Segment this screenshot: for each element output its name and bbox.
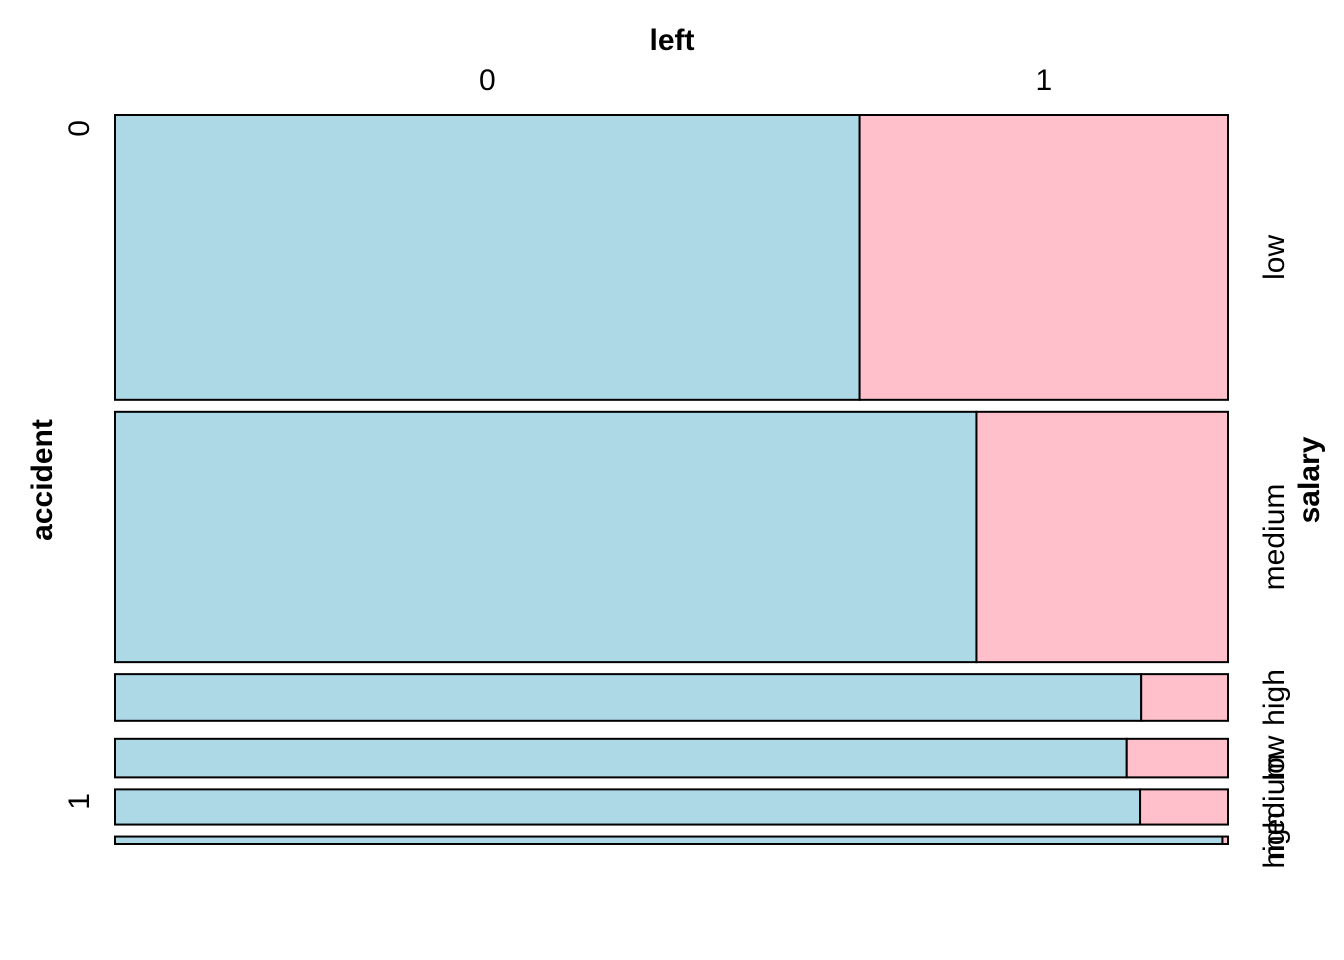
tile-acc0-high-left0 [114,673,1143,722]
y-axis-title: accident [26,419,59,541]
salary-label-acc1-medium: medium [1258,754,1291,861]
left-level-label-1: 1 [1035,64,1052,97]
tile-acc1-medium-left0 [114,788,1142,826]
tile-acc0-low-left1 [858,114,1229,401]
z-axis-title: salary [1293,436,1326,523]
salary-label-acc1-low: low [1258,735,1291,780]
salary-label-acc0-low: low [1258,235,1291,280]
salary-label-acc0-medium: medium [1258,484,1291,591]
tile-acc0-medium-left0 [114,410,978,664]
left-level-label-0: 0 [479,64,496,97]
tile-acc1-high-left1 [1221,835,1230,846]
x-axis-title: left [650,24,695,57]
tile-acc1-medium-left1 [1139,788,1229,826]
tile-acc1-high-left0 [114,835,1224,846]
tile-acc1-low-left1 [1125,737,1230,779]
tile-acc0-medium-left1 [975,410,1229,664]
accident-level-label-1: 1 [63,793,96,810]
tile-acc1-low-left0 [114,737,1128,779]
salary-label-acc0-high: high [1258,669,1291,726]
salary-label-acc1-high: high [1258,812,1291,869]
tile-acc0-low-left0 [114,114,861,401]
accident-level-label-0: 0 [63,120,96,137]
tile-acc0-high-left1 [1140,673,1230,722]
tiles-layer [114,114,1230,846]
